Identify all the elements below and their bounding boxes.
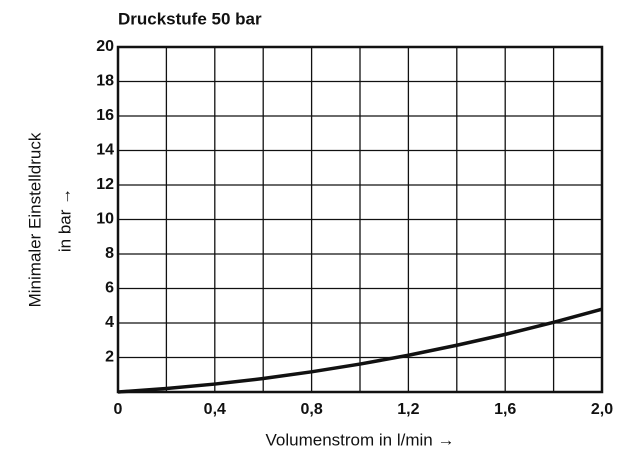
- chart-title: Druckstufe 50 bar: [118, 9, 262, 28]
- y-tick-label: 14: [96, 142, 114, 159]
- y-tick-label: 10: [96, 211, 114, 228]
- x-tick-label: 1,2: [397, 401, 419, 418]
- y-tick-label: 12: [96, 176, 114, 193]
- x-tick-label: 0,4: [204, 401, 226, 418]
- y-tick-label: 16: [96, 107, 114, 124]
- y-tick-label: 8: [105, 245, 114, 262]
- y-tick-label: 18: [96, 73, 114, 90]
- x-axis-label: Volumenstrom in l/min →: [266, 430, 455, 449]
- x-tick-label: 2,0: [591, 401, 613, 418]
- y-tick-label: 6: [105, 280, 114, 297]
- x-tick-label: 0,8: [300, 401, 322, 418]
- y-tick-label: 2: [105, 349, 114, 366]
- x-tick-label: 1,6: [494, 401, 516, 418]
- y-tick-label: 4: [105, 314, 114, 331]
- y-axis-label: Minimaler Einstelldruck: [25, 132, 44, 307]
- y-tick-label: 20: [96, 38, 114, 55]
- plot-frame: [116, 45, 604, 394]
- y-axis-label: in bar →: [55, 188, 74, 252]
- data-line: [117, 307, 603, 394]
- x-tick-label: 0: [114, 401, 123, 418]
